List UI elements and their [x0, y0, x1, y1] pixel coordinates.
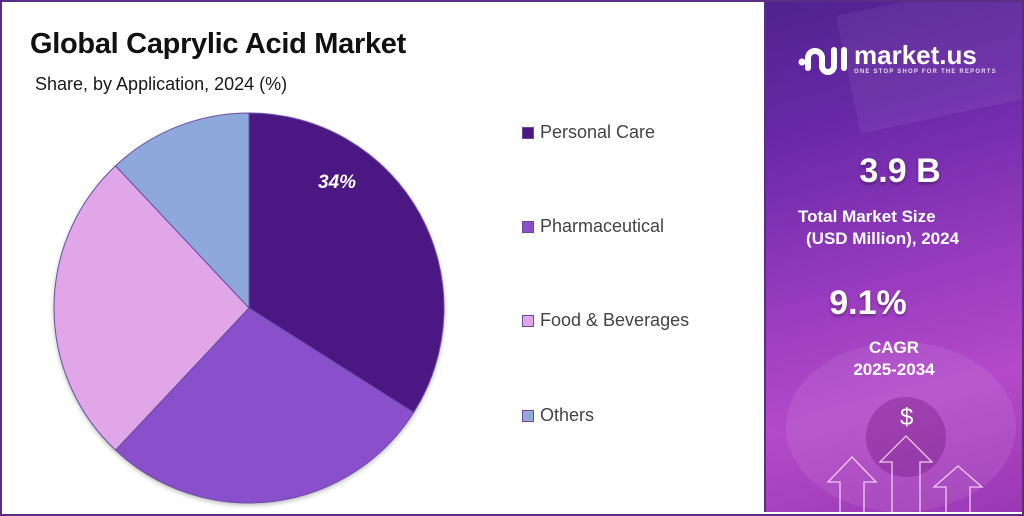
- market-size-value: 3.9 B: [859, 152, 941, 190]
- chart-title: Global Caprylic Acid Market: [30, 28, 406, 60]
- pie-slice-personal-care: [248, 112, 445, 414]
- growth-arrows-icon: [826, 435, 984, 512]
- pie-chart: [51, 110, 447, 506]
- brand-name: market.us: [854, 39, 977, 70]
- dollar-icon: $: [900, 404, 914, 431]
- market-size-label-line1: Total Market Size: [798, 207, 936, 226]
- cagr-label: CAGR 2025-2034: [766, 337, 1022, 381]
- stats-sidebar: market.us ONE STOP SHOP FOR THE REPORTS …: [766, 2, 1022, 512]
- market-size-label: Total Market Size (USD Million), 2024: [798, 206, 959, 250]
- brand-tagline: ONE STOP SHOP FOR THE REPORTS: [854, 68, 997, 75]
- chart-panel: Global Caprylic Acid Market Share, by Ap…: [2, 2, 766, 512]
- legend-item-pharmaceutical: Pharmaceutical: [522, 216, 664, 237]
- legend-item-others: Others: [522, 405, 594, 426]
- chart-subtitle: Share, by Application, 2024 (%): [35, 74, 288, 94]
- legend-label: Food & Beverages: [540, 310, 690, 330]
- legend-swatch: [522, 126, 534, 139]
- brand-logo: market.us ONE STOP SHOP FOR THE REPORTS: [798, 40, 997, 76]
- pie-slice-food-beverages: [53, 165, 250, 451]
- pie-slice-others: [114, 112, 250, 310]
- pie-svg: [53, 112, 445, 504]
- pie-slice-pharmaceutical: [114, 307, 415, 504]
- cagr-label-line2: 2025-2034: [853, 360, 935, 379]
- legend-label: Others: [540, 405, 595, 425]
- legend-item-personal-care: Personal Care: [522, 122, 655, 143]
- legend-swatch: [522, 314, 534, 327]
- market-size-label-line2: (USD Million), 2024: [806, 229, 960, 248]
- cagr-value: 9.1%: [829, 284, 907, 322]
- legend-swatch: [522, 409, 534, 422]
- legend-swatch: [522, 220, 534, 233]
- cagr-label-line1: CAGR: [868, 338, 920, 357]
- legend-label: Personal Care: [540, 122, 656, 142]
- legend-item-food-beverages: Food & Beverages: [522, 310, 689, 331]
- background-circle: [866, 397, 946, 477]
- legend-label: Pharmaceutical: [540, 216, 665, 236]
- market-us-logo-icon: [798, 47, 847, 75]
- pie-data-label-personal-care: 34%: [318, 172, 357, 193]
